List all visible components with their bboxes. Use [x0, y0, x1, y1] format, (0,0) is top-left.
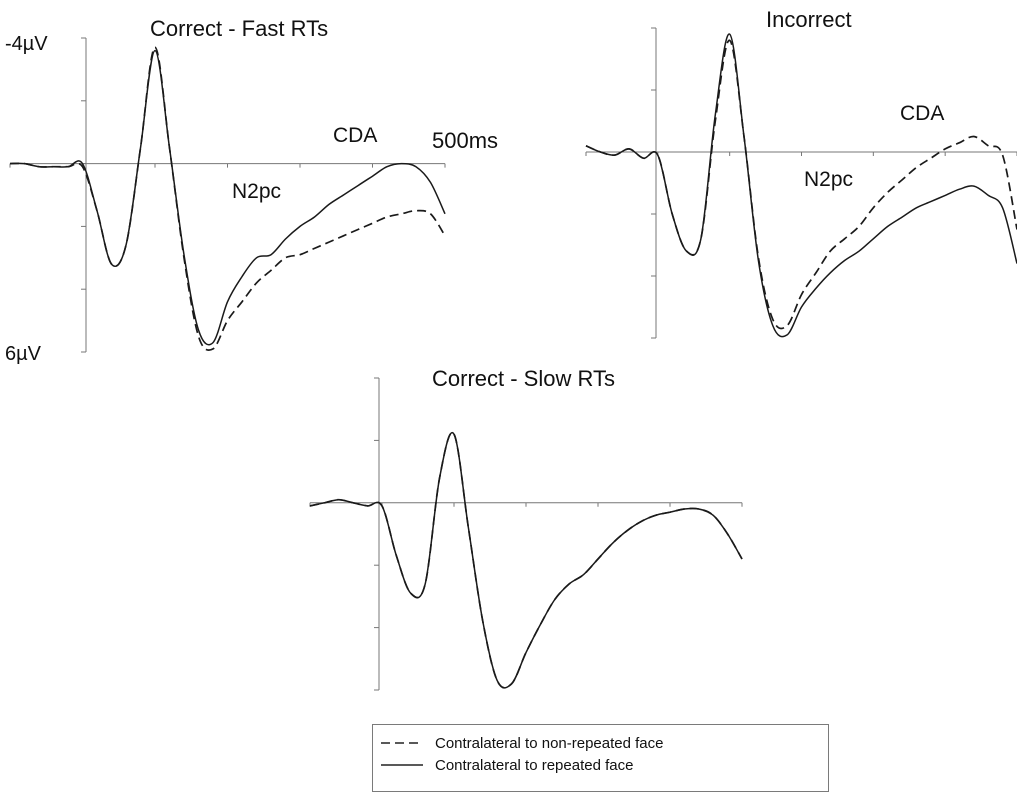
panel-title: Correct - Slow RTs — [432, 366, 615, 391]
legend: Contralateral to non-repeated face Contr… — [372, 724, 829, 792]
solid-line-swatch — [381, 764, 423, 766]
dashed-line-swatch — [381, 742, 423, 744]
annotation-cda: CDA — [900, 102, 944, 125]
series-repeated-line — [9, 49, 446, 346]
time-label: 500ms — [432, 128, 498, 153]
panel-title: Correct - Fast RTs — [150, 16, 328, 41]
annotation-cda: CDA — [333, 124, 377, 147]
legend-label: Contralateral to repeated face — [435, 756, 634, 774]
panel-correct-slow: Correct - Slow RTs — [309, 366, 743, 691]
series-non-repeated-line — [309, 431, 743, 689]
legend-item-dashed: Contralateral to non-repeated face — [373, 732, 663, 754]
legend-label: Contralateral to non-repeated face — [435, 734, 664, 752]
series-non-repeated-line — [9, 46, 446, 352]
panel-title: Incorrect — [766, 7, 852, 32]
series-repeated-line — [309, 431, 743, 689]
annotation-n2pc: N2pc — [804, 168, 853, 191]
erp-figure: Correct - Fast RTs -4µV 6µV 500ms N2pc C… — [5, 7, 1017, 691]
legend-item-solid: Contralateral to repeated face — [373, 754, 633, 776]
y-top-label: -4µV — [5, 33, 48, 55]
series-non-repeated-line — [585, 39, 1017, 330]
y-bottom-label: 6µV — [5, 343, 42, 365]
series-repeated-line — [585, 33, 1017, 338]
panel-incorrect: Incorrect N2pc CDA — [585, 7, 1017, 339]
panel-correct-fast: Correct - Fast RTs -4µV 6µV 500ms N2pc C… — [5, 16, 498, 365]
annotation-n2pc: N2pc — [232, 180, 281, 203]
